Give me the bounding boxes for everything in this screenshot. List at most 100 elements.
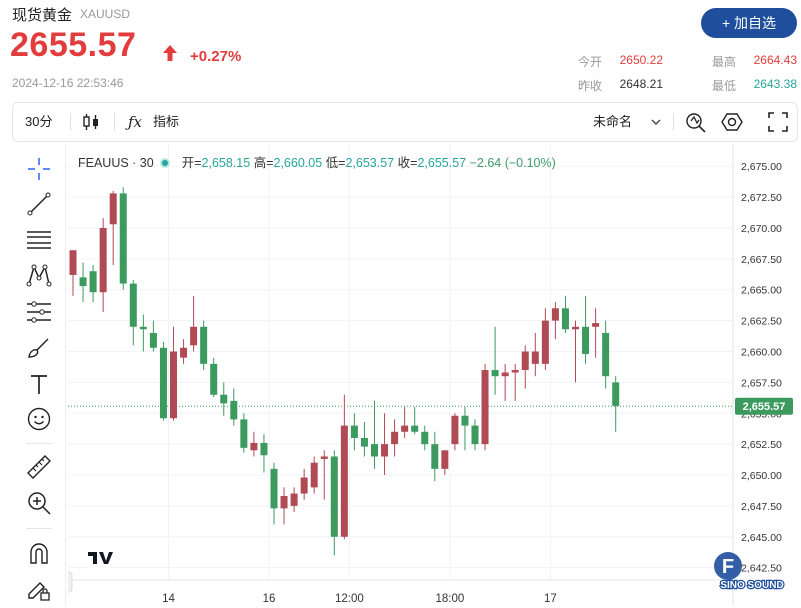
candle (79, 262, 87, 303)
candle (149, 320, 157, 352)
settings-icon[interactable] (721, 111, 743, 133)
trend-line-icon[interactable] (26, 191, 52, 217)
candle (421, 425, 429, 451)
candle-body (290, 493, 298, 506)
y-tick-label: 2,657.50 (741, 377, 782, 389)
y-tick-label: 2,667.50 (741, 254, 782, 266)
brush-icon[interactable] (26, 335, 52, 361)
y-tick-label: 2,660.00 (741, 347, 782, 359)
fullscreen-icon[interactable] (768, 112, 788, 132)
y-tick-label: 2,672.50 (741, 192, 782, 204)
candle-body (129, 283, 137, 327)
candle-body (360, 437, 368, 447)
toolbar-divider (114, 113, 115, 131)
candle-body (149, 332, 157, 348)
y-tick-label: 2,675.00 (741, 161, 782, 173)
candle (270, 462, 278, 525)
quote-open-value: 2650.22 (619, 53, 663, 67)
candle-body (99, 227, 107, 293)
candle (250, 431, 258, 457)
legend-open-label: 开= (181, 156, 202, 170)
pattern-icon[interactable] (26, 262, 52, 288)
candle-body (230, 400, 238, 420)
quote-open-label: 今开 (578, 55, 603, 69)
candle (350, 413, 358, 451)
candle-body (350, 425, 358, 438)
last-price-label: 2,655.57 (743, 401, 786, 413)
price-axis: 2,642.50 2,645.00 2,647.50 2,650.00 2,652.50… (741, 161, 782, 574)
crosshair-icon[interactable] (26, 156, 52, 182)
ohlc-legend: FEAUUS · 30 开=2,658.15 高=2,660.05 低=2,653… (78, 152, 556, 171)
candle-body (551, 308, 559, 321)
last-price-badge: 2,655.57 (735, 397, 793, 415)
legend-high-label: 高= (253, 156, 274, 170)
quote-low-label: 最低 (712, 79, 737, 93)
zoom-in-icon[interactable] (26, 490, 52, 516)
candle-body (451, 415, 459, 445)
candle (551, 302, 559, 340)
candle-body (139, 326, 147, 330)
function-icon[interactable]: ƒx (128, 113, 143, 131)
emoji-icon[interactable] (26, 406, 52, 432)
candle (461, 407, 469, 451)
candle-body (300, 477, 308, 494)
current-price: 2655.57 (10, 26, 137, 64)
candle (592, 308, 600, 358)
fib-icon[interactable] (26, 299, 52, 325)
candle (541, 308, 549, 371)
chevron-down-icon[interactable] (651, 117, 661, 127)
magnet-icon[interactable] (26, 540, 52, 566)
candle-body (612, 382, 620, 406)
candle-body (280, 496, 288, 509)
candle (501, 363, 509, 401)
legend-low: 2,653.57 (345, 156, 395, 170)
candle-body (119, 193, 127, 284)
quote-high-value: 2664.43 (753, 53, 797, 67)
candle-body (159, 347, 167, 419)
status-dot (159, 158, 170, 168)
quote-prevclose-value: 2648.21 (619, 77, 663, 91)
candle (210, 357, 218, 398)
candle-body (89, 271, 97, 293)
quote-prevclose-label: 昨收 (578, 79, 603, 93)
candle-body (501, 372, 509, 377)
horizontal-lines-icon[interactable] (26, 227, 52, 253)
layout-name[interactable]: 未命名 (593, 114, 633, 129)
candle-type-icon[interactable] (81, 112, 101, 132)
candle (572, 320, 579, 383)
candle (119, 187, 127, 290)
candle-body (270, 468, 278, 509)
candle-body (602, 332, 610, 377)
interval-selector[interactable]: 30分 (25, 114, 53, 129)
candle (139, 314, 147, 352)
y-tick-label: 2,647.50 (741, 501, 782, 513)
text-icon[interactable] (26, 371, 52, 397)
arrow-up-icon (163, 45, 177, 61)
candle (290, 487, 298, 513)
add-watchlist-button[interactable]: + 加自选 (701, 8, 797, 38)
y-tick-label: 2,645.00 (741, 532, 782, 544)
indicators-button[interactable]: 指标 (153, 114, 180, 129)
candle (582, 295, 590, 364)
candle (451, 413, 459, 451)
candle (511, 363, 519, 401)
legend-symbol: FEAUUS · 30 (78, 156, 154, 170)
legend-open: 2,658.15 (201, 156, 251, 170)
candle-body (411, 425, 419, 432)
candlestick-chart[interactable]: 2,642.50 2,645.00 2,647.50 2,650.00 2,652.50… (68, 144, 798, 606)
candle-body (260, 442, 268, 456)
legend-close-label: 收= (397, 156, 418, 170)
candle (190, 295, 198, 352)
candle-body (180, 347, 188, 358)
ruler-icon[interactable] (26, 454, 52, 480)
svg-text:SINO SOUND: SINO SOUND (720, 580, 783, 591)
instrument-code: XAUUSD (80, 7, 131, 21)
lock-pencil-icon[interactable] (26, 576, 52, 602)
x-tick-label: 14 (162, 593, 175, 605)
quick-search-icon[interactable] (685, 111, 707, 133)
candle (89, 265, 97, 303)
candle (401, 407, 409, 438)
candle-body (170, 351, 177, 419)
candle (561, 295, 569, 333)
candle-body (320, 456, 328, 459)
